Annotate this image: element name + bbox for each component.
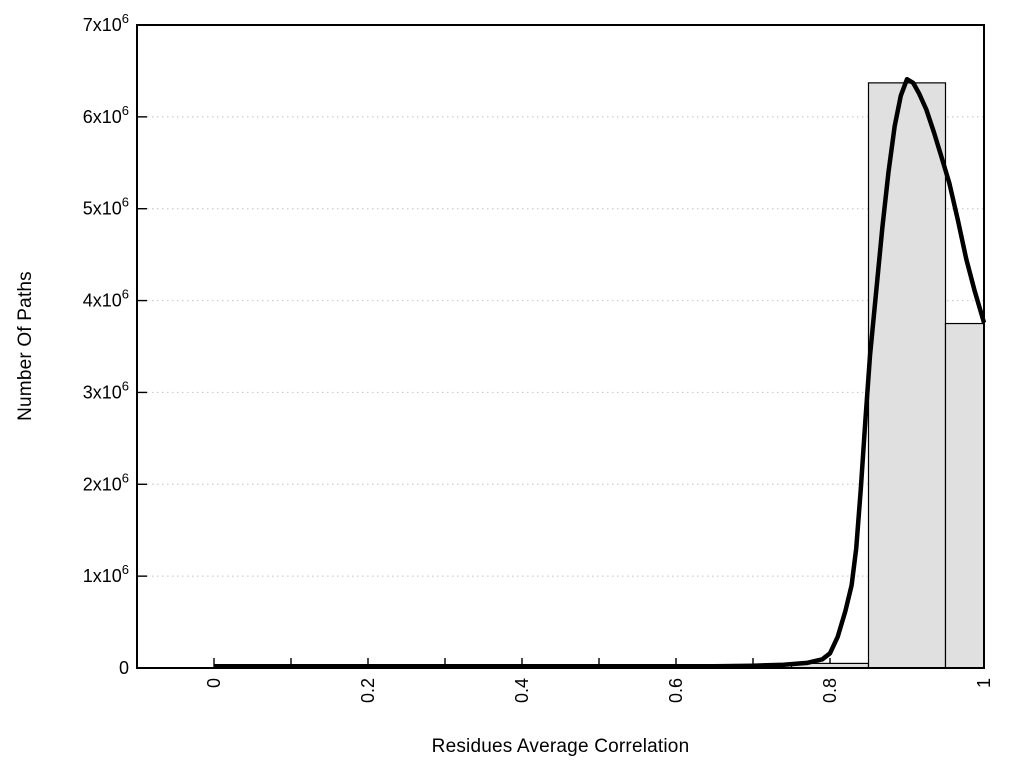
density-curve: [214, 76, 987, 669]
y-axis-title: Number Of Paths: [15, 271, 36, 421]
x-tick-label: 0.4: [512, 678, 532, 703]
y-tick-label: 2x106: [83, 470, 129, 494]
y-tick-label: 5x106: [83, 195, 129, 219]
x-tick-label: 0.2: [358, 678, 378, 703]
x-tick-label: 0: [204, 678, 224, 688]
x-axis-title: Residues Average Correlation: [431, 736, 690, 757]
x-tick-label: 0.6: [666, 678, 686, 703]
y-tick-label: 3x106: [83, 378, 129, 402]
plot-border: [136, 24, 985, 669]
y-tick-label: 1x106: [83, 562, 129, 586]
y-tick-label: 6x106: [83, 103, 129, 127]
histogram-bar-1: [867, 82, 947, 669]
y-tick-label: 0: [119, 658, 129, 678]
x-tick-label: 0.8: [820, 678, 840, 703]
histogram-bar-2: [944, 322, 985, 669]
y-tick-label: 4x106: [83, 287, 129, 311]
y-tick-label: 7x106: [83, 11, 129, 35]
x-tick-label: 1: [974, 678, 994, 688]
